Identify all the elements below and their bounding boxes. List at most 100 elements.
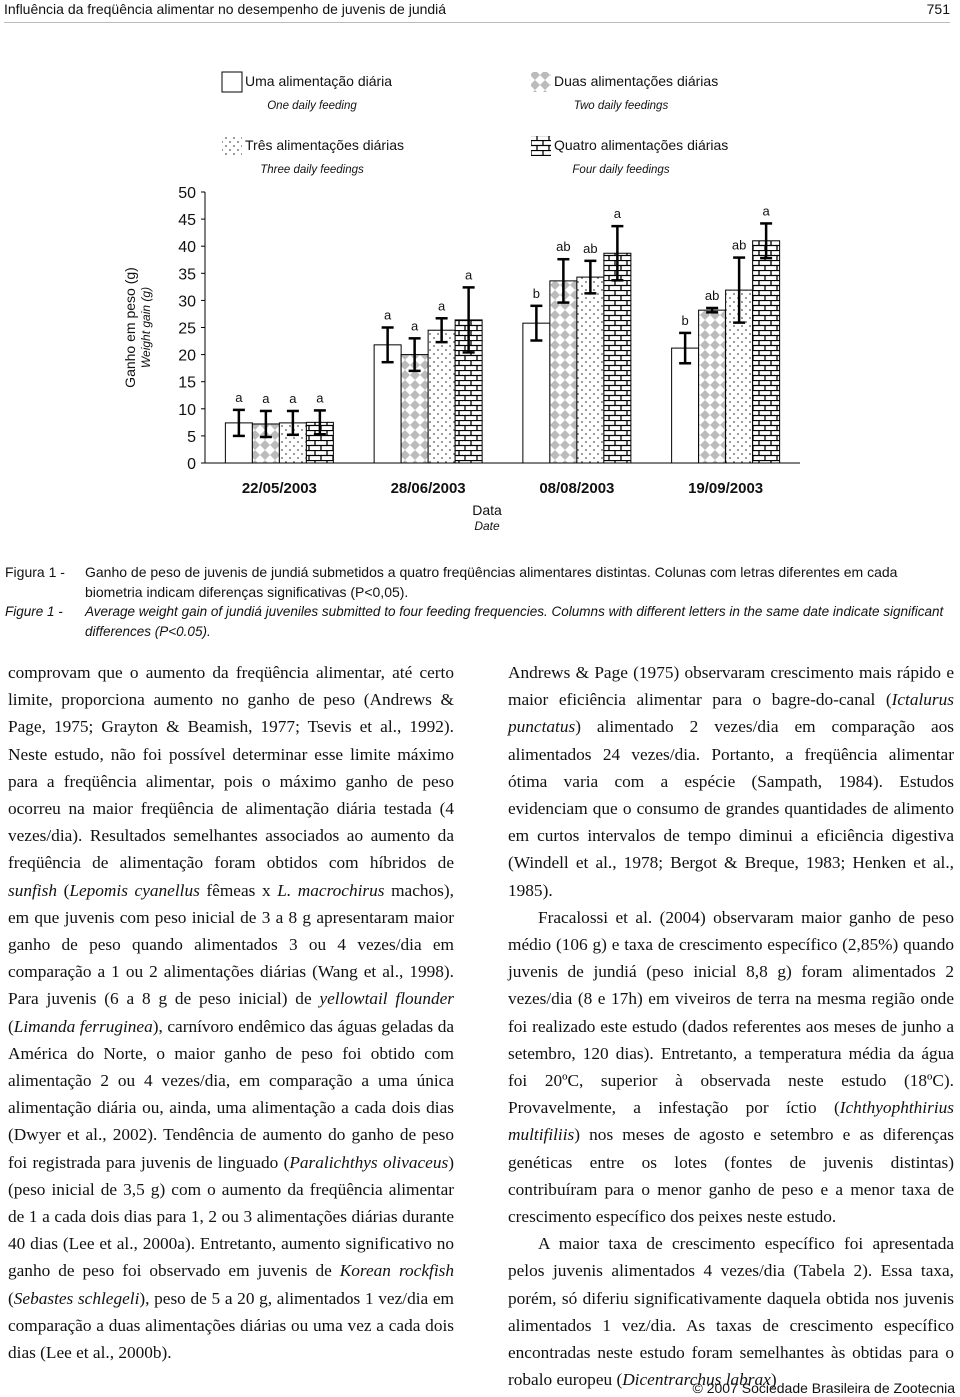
paragraph: comprovam que o aumento da freqüência al… — [8, 659, 454, 1366]
x-axis-title: Data — [472, 502, 502, 518]
legend-label: Duas alimentações diárias — [554, 73, 718, 89]
significance-letter: a — [235, 390, 243, 405]
paragraph: A maior taxa de crescimento específico f… — [508, 1230, 954, 1393]
error-bar — [706, 306, 719, 314]
legend-label: Quatro alimentações diárias — [554, 137, 728, 153]
text-run: ) nos meses de agosto e setembro e as di… — [508, 1125, 954, 1227]
significance-letter: a — [316, 390, 324, 405]
significance-letter: b — [533, 286, 540, 301]
legend-label: Três alimentações diárias — [245, 137, 404, 153]
text-run: Fracalossi et al. (2004) observaram maio… — [508, 907, 954, 1118]
header-title: Influência da freqüência alimentar no de… — [4, 1, 447, 17]
x-axis-title-en: Date — [474, 519, 500, 533]
caption-text: Average weight gain of jundiá juveniles … — [85, 604, 944, 639]
italic-run: sunfish — [8, 880, 57, 900]
text-run: A maior taxa de crescimento específico f… — [508, 1234, 954, 1390]
y-tick-label: 35 — [178, 266, 196, 283]
caption-label: Figure 1 - — [5, 604, 63, 619]
bar — [522, 322, 551, 464]
y-axis-title-en: Weight gain (g) — [139, 287, 153, 368]
text-run: ( — [8, 1288, 14, 1308]
y-tick-label: 45 — [178, 212, 196, 229]
legend-label-en: Three daily feedings — [260, 164, 364, 176]
text-run: ) — [770, 1370, 777, 1390]
x-tick-label: 22/05/2003 — [242, 480, 317, 497]
x-tick-label: 28/06/2003 — [391, 480, 466, 497]
bar — [576, 276, 605, 464]
significance-letter: a — [465, 267, 473, 282]
chart: 0 5 10 15 20 25 30 35 40 45 50 Ganho em peso (g) Wei… — [122, 71, 800, 533]
italic-run: Dicentrarchus labrax — [622, 1370, 771, 1390]
significance-letter: ab — [705, 288, 719, 303]
significance-letter: a — [763, 203, 771, 218]
italic-run: Sebastes schlegeli — [13, 1288, 140, 1308]
running-header: Influência da freqüência alimentar no de… — [4, 0, 950, 23]
error-bar — [679, 331, 692, 365]
error-bar — [611, 224, 624, 282]
italic-run: L. macrochirus — [277, 880, 385, 900]
text-column: Andrews & Page (1975) observaram crescim… — [508, 659, 954, 1393]
error-bar — [259, 409, 272, 439]
text-column: comprovam que o aumento da freqüência al… — [8, 659, 454, 1366]
bar — [400, 354, 429, 464]
legend-swatch — [531, 72, 551, 92]
caption-label: Figura 1 - — [5, 564, 65, 580]
significance-letter: a — [411, 318, 419, 333]
significance-letter: a — [262, 391, 270, 406]
legend-swatch — [221, 71, 243, 93]
y-tick-label: 0 — [187, 456, 196, 473]
x-tick-label: 19/09/2003 — [688, 480, 763, 497]
bar — [752, 240, 781, 464]
error-bar — [313, 409, 326, 436]
text-run: ( — [8, 1016, 14, 1036]
text-run: Andrews & Page (1975) observaram crescim… — [508, 663, 954, 710]
error-bar — [584, 259, 597, 295]
text-run: ), carnívoro endêmico das águas geladas … — [8, 1016, 454, 1172]
y-tick-label: 20 — [178, 348, 196, 365]
figure-caption: Figura 1 - Ganho de peso de juvenis de ju… — [5, 563, 955, 641]
error-bar — [733, 256, 746, 324]
significance-letter: a — [614, 206, 622, 221]
legend-swatch — [531, 136, 551, 156]
y-tick-label: 50 — [178, 185, 196, 202]
y-axis-title: Ganho em peso (g) — [122, 267, 138, 388]
error-bar — [381, 326, 394, 364]
bar — [698, 309, 727, 464]
bar — [603, 252, 632, 464]
italic-run: Ictalurus punctatus — [508, 690, 954, 737]
error-bar — [557, 257, 570, 304]
italic-run: Korean rockfish — [339, 1261, 454, 1281]
text-run: machos), em que juvenis com peso inicial… — [8, 880, 454, 1009]
bar — [549, 280, 578, 464]
significance-letter: a — [384, 308, 392, 323]
y-tick-label: 25 — [178, 321, 196, 338]
significance-letter: ab — [583, 241, 597, 256]
italic-run: yellowtail flounder — [319, 989, 454, 1009]
italic-run: Paralichthys olivaceus — [289, 1152, 449, 1172]
paragraph: Fracalossi et al. (2004) observaram maio… — [508, 904, 954, 1230]
y-tick-label: 40 — [178, 239, 196, 256]
legend-label-en: One daily feeding — [267, 100, 357, 112]
italic-run: Ichthyophthirius multifiliis — [508, 1098, 954, 1145]
paragraph: Andrews & Page (1975) observaram crescim… — [508, 659, 954, 904]
error-bar — [408, 337, 421, 373]
y-tick-label: 10 — [178, 402, 196, 419]
significance-letter: ab — [556, 239, 570, 254]
text-run: fêmeas x — [199, 880, 278, 900]
bar — [427, 329, 456, 464]
italic-run: Lepomis cyanellus — [69, 880, 200, 900]
bar — [671, 347, 700, 464]
footer: © 2007 Sociedade Brasileira de Zootecnia — [692, 1380, 955, 1396]
legend-label-en: Four daily feedings — [572, 164, 669, 176]
error-bar — [530, 304, 543, 342]
text-run: comprovam que o aumento da freqüência al… — [8, 663, 454, 873]
caption-text: Ganho de peso de juvenis de jundiá subme… — [85, 564, 898, 600]
error-bar — [435, 317, 448, 344]
legend-swatch — [222, 136, 242, 156]
text-run: ), peso de 5 a 20 g, alimentados 1 vez/d… — [8, 1288, 454, 1363]
y-tick-label: 5 — [187, 429, 196, 446]
y-tick-label: 15 — [178, 375, 196, 392]
significance-letter: b — [682, 313, 689, 328]
error-bar — [286, 409, 299, 437]
